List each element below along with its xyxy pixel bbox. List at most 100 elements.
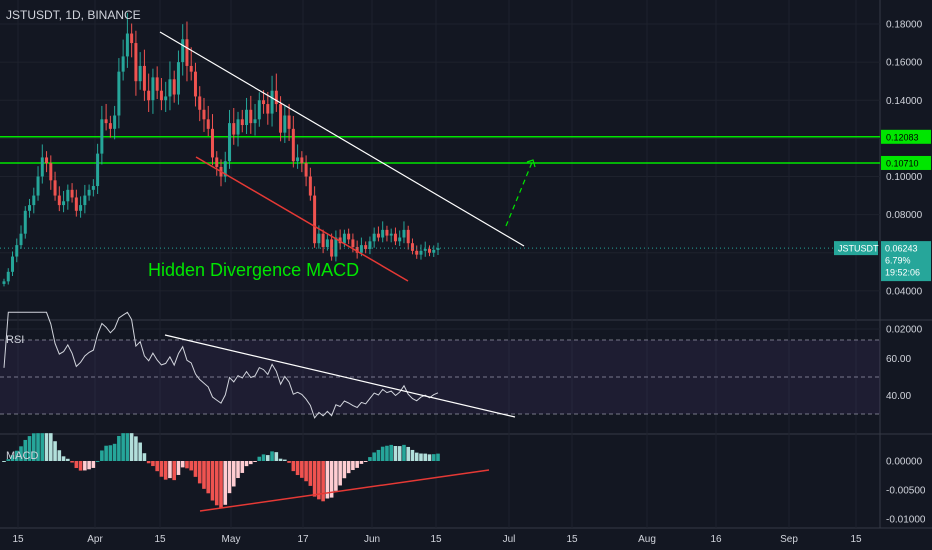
macd-histogram-bar	[283, 459, 287, 461]
candle-body	[172, 79, 176, 95]
chart-title: JSTUSDT, 1D, BINANCE	[6, 8, 141, 22]
time-tick-label: 15	[12, 534, 24, 545]
candle-body	[32, 195, 36, 206]
candle-body	[393, 233, 397, 242]
macd-histogram-bar	[308, 461, 313, 486]
candle-body	[347, 233, 351, 240]
time-axis[interactable]: 15 Apr 15 May 17 Jun 15 Jul 15 Aug 16 Sep 15	[12, 534, 862, 545]
macd-histogram-bar	[431, 454, 436, 461]
candle-body	[385, 229, 389, 236]
candle-body	[317, 233, 321, 244]
candle-body	[49, 163, 53, 181]
macd-histogram-bar	[231, 461, 236, 487]
candle-body	[113, 115, 117, 129]
macd-histogram-bar	[372, 452, 376, 461]
macd-histogram-bar	[419, 453, 423, 461]
level-price-badge	[881, 155, 931, 170]
rsi-trendline	[164, 334, 516, 418]
candle-body	[83, 195, 87, 206]
candle-body	[300, 157, 304, 164]
descending-trendline	[159, 31, 525, 247]
price-tick-label: 0.10000	[886, 172, 923, 183]
candle-body	[436, 248, 440, 250]
macd-histogram-bar	[176, 461, 181, 475]
price-tick-label: 0.16000	[886, 58, 923, 69]
macd-histogram-bar	[236, 461, 240, 479]
candle-body	[138, 65, 142, 82]
candle-body	[313, 195, 317, 244]
candle-body	[70, 189, 74, 198]
macd-histogram-bar	[14, 450, 19, 461]
macd-histogram-bar	[257, 456, 262, 461]
macd-histogram-bar	[206, 461, 211, 494]
candle-body	[181, 39, 185, 63]
macd-histogram-bar	[134, 436, 138, 461]
macd-histogram-bar	[151, 461, 155, 467]
price-axis[interactable]: 0.180000.160000.140000.120000.100000.080…	[834, 20, 931, 526]
macd-histogram-bar	[261, 454, 266, 461]
macd-histogram-bar	[168, 461, 172, 479]
macd-histogram-bar	[248, 461, 253, 465]
candle-body	[334, 237, 338, 257]
macd-histogram-bar	[100, 450, 104, 461]
macd-histogram-bar	[49, 433, 53, 461]
macd-histogram-bar	[112, 443, 117, 461]
macd-histogram-bar	[66, 458, 70, 461]
time-tick-label: Sep	[780, 534, 798, 545]
candle-body	[240, 119, 244, 126]
macd-histogram-bar	[402, 444, 406, 461]
candle-body	[87, 189, 91, 196]
macd-histogram-bar	[346, 461, 351, 474]
candle-body	[321, 233, 325, 248]
candle-body	[28, 205, 32, 211]
candle-body	[155, 77, 159, 91]
macd-histogram-bar	[10, 455, 15, 461]
candle-body	[36, 176, 40, 196]
macd-histogram-bar	[359, 461, 364, 464]
macd-histogram-bar	[104, 445, 108, 461]
horizontal-levels[interactable]	[0, 136, 880, 164]
macd-histogram-bar	[83, 461, 87, 471]
candle-body	[117, 71, 121, 116]
rsi-tick-label: 40.00	[886, 391, 911, 402]
candle-body	[100, 119, 104, 154]
candle-body	[176, 62, 180, 95]
candle-body	[296, 157, 300, 162]
level-price-badge	[881, 129, 931, 144]
macd-histogram-bar	[146, 461, 151, 464]
macd-histogram-bar	[287, 461, 291, 463]
macd-histogram-bar	[385, 445, 389, 461]
lower-channel-line	[195, 156, 409, 282]
candle-body	[121, 56, 125, 72]
candle-body	[376, 233, 380, 238]
trend-drawings[interactable]	[159, 31, 536, 512]
candle-body	[19, 233, 23, 246]
candle-body	[168, 79, 172, 97]
macd-histogram-bar	[393, 446, 398, 461]
macd-histogram-bar	[40, 433, 45, 461]
candle-body	[206, 119, 210, 129]
candle-body	[142, 65, 146, 91]
rsi-band-background	[0, 340, 880, 414]
macd-histogram-bar	[95, 460, 100, 462]
candle-body	[210, 128, 214, 158]
macd-histogram-bar	[180, 461, 185, 468]
rsi-tick-label: 60.00	[886, 354, 911, 365]
candle-body	[359, 245, 363, 253]
candle-body	[96, 153, 100, 187]
candle-body	[202, 109, 206, 120]
macd-histogram-bar	[53, 441, 57, 461]
macd-histogram-bar	[185, 461, 189, 469]
candle-body	[74, 197, 78, 211]
macd-histogram-bar	[61, 456, 66, 461]
macd-histogram-bar	[189, 461, 194, 471]
macd-tick-label: 0.00000	[886, 457, 923, 468]
macd-tick-label: -0.01000	[886, 515, 926, 526]
candle-body	[15, 245, 19, 257]
price-tick-label: 0.18000	[886, 20, 923, 31]
candle-body	[91, 186, 95, 190]
candle-body	[279, 104, 283, 133]
macd-histogram-bar	[197, 461, 202, 484]
candle-body	[151, 77, 155, 101]
